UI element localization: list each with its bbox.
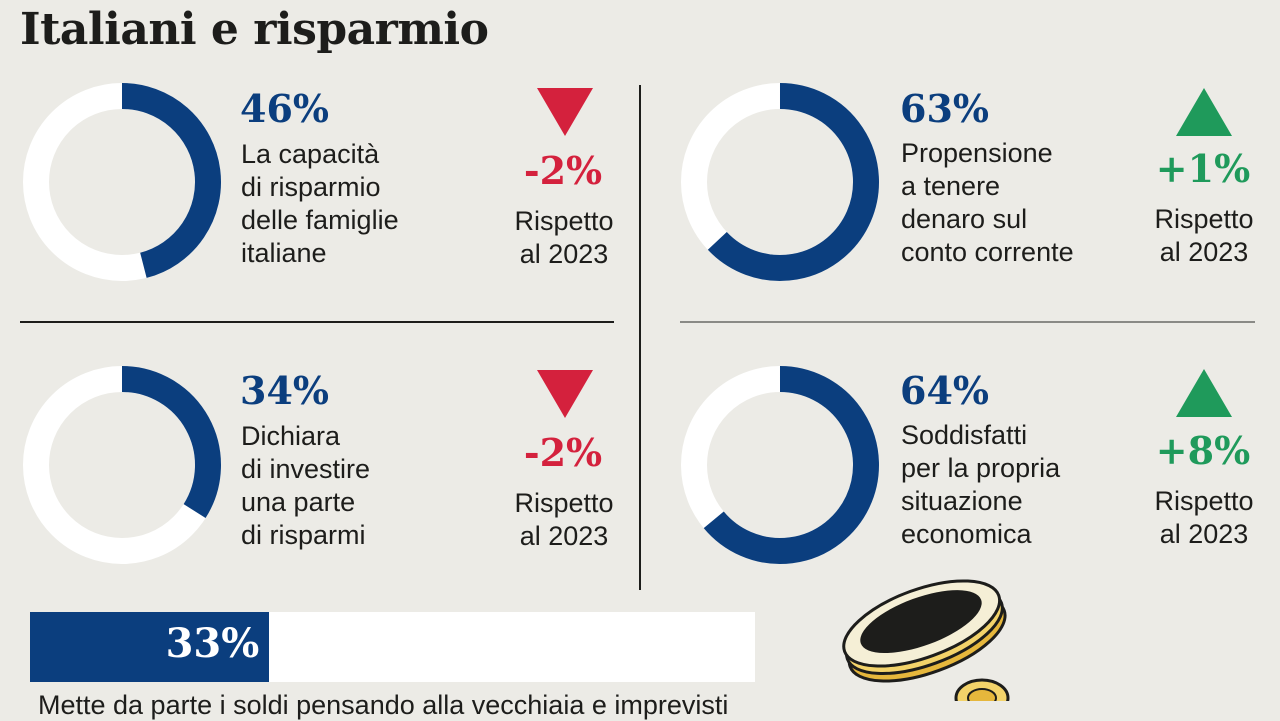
percent-value: 34% (240, 368, 329, 413)
comparison-label: Rispetto al 2023 (1154, 204, 1254, 267)
page-title: Italiani e risparmio (20, 4, 489, 55)
comparison-label: Rispetto al 2023 (514, 206, 614, 269)
donut-chart-satisfaction (681, 366, 879, 564)
up-arrow-icon (1176, 88, 1232, 136)
coins-illustration (842, 579, 1010, 701)
horizontal-divider-left (20, 321, 614, 323)
bar-chart-track: 33% (30, 612, 755, 682)
bar-caption: Mette da parte i soldi pensando alla vec… (38, 690, 729, 720)
bar-value-label: 33% (165, 620, 260, 667)
bar-chart-fill: 33% (30, 612, 270, 682)
vertical-divider (639, 85, 641, 590)
up-arrow-icon (1176, 369, 1232, 417)
percent-value: 63% (900, 86, 989, 131)
comparison-label: Rispetto al 2023 (514, 488, 614, 551)
donut-chart-investing (23, 366, 221, 564)
percent-value: 64% (900, 368, 989, 413)
description: Soddisfatti per la propria situazione ec… (901, 420, 1061, 549)
change-value: -2% (523, 430, 603, 475)
donut-value-arc (703, 366, 879, 564)
horizontal-divider-right (680, 321, 1255, 323)
change-value: +1% (1155, 146, 1251, 191)
change-value: -2% (523, 148, 603, 193)
description: La capacità di risparmio delle famiglie … (241, 139, 399, 268)
down-arrow-icon (537, 370, 593, 418)
donut-chart-current-account (681, 83, 879, 281)
donut-value-arc (121, 83, 221, 278)
percent-value: 46% (240, 86, 329, 131)
comparison-label: Rispetto al 2023 (1154, 486, 1254, 549)
description: Propensione a tenere denaro sul conto co… (901, 138, 1074, 267)
donut-chart-savings-capacity (23, 83, 221, 281)
donut-value-arc (707, 83, 879, 281)
change-value: +8% (1155, 428, 1251, 473)
donut-value-arc (121, 366, 221, 519)
down-arrow-icon (537, 88, 593, 136)
description: Dichiara di investire una parte di rispa… (241, 421, 371, 550)
